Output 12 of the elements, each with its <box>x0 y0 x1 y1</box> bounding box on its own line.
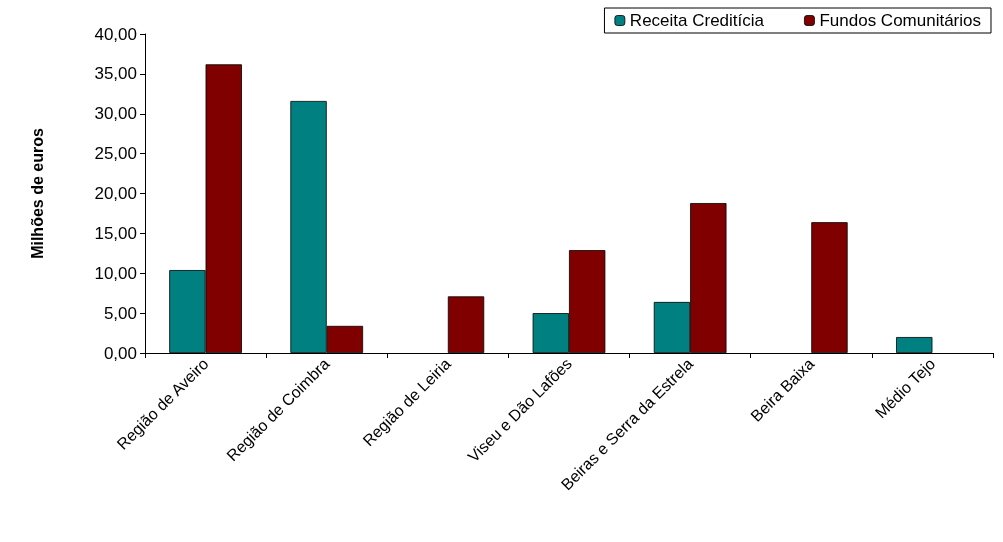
legend-label: Fundos Comunitários <box>819 11 981 30</box>
y-tick-label: 15,00 <box>94 223 137 243</box>
y-tick-label: 30,00 <box>94 104 137 124</box>
y-tick-label: 40,00 <box>94 24 137 44</box>
y-tick-label: 25,00 <box>94 144 137 164</box>
y-tick-label: 35,00 <box>94 64 137 84</box>
y-axis-title: Milhões de euros <box>28 128 46 259</box>
y-tick-label: 0,00 <box>103 343 137 363</box>
legend-label: Receita Creditícia <box>629 11 765 30</box>
y-tick-label: 10,00 <box>94 263 137 283</box>
y-tick-label: 5,00 <box>103 303 137 323</box>
y-tick-label: 20,00 <box>94 184 137 203</box>
